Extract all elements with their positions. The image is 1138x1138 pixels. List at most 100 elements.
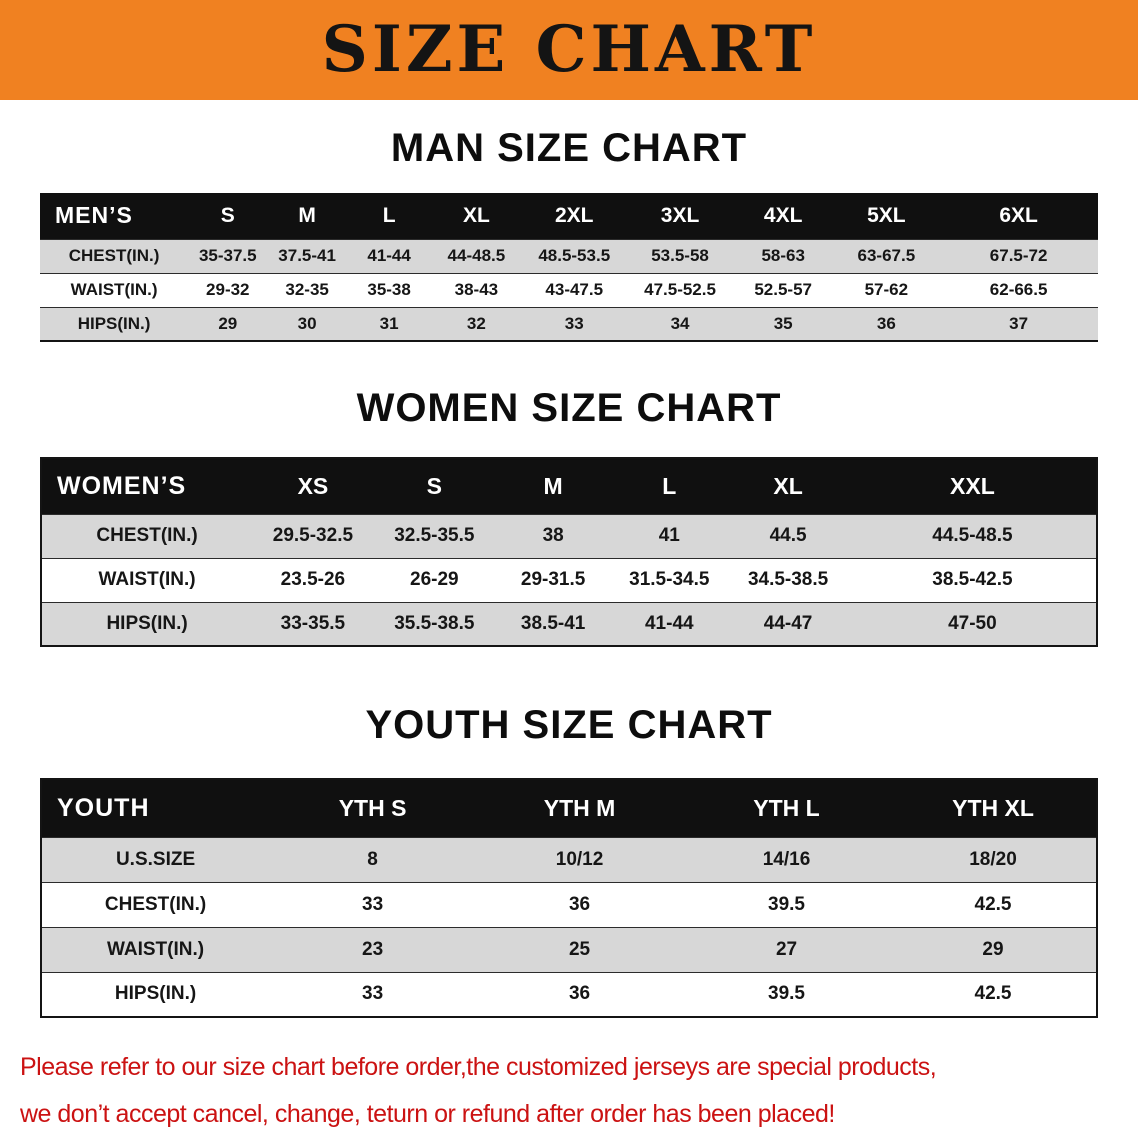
table-cell: 38 [542,525,564,546]
table-cell: 44.5-48.5 [932,525,1013,546]
women-section: WOMEN SIZE CHART WOMEN’S XS S M L XL XXL [40,386,1098,647]
table-cell: 29-31.5 [520,569,586,590]
men-chest-row: CHEST(IN.) 35-37.5 37.5-41 41-44 44-48.5… [40,239,1098,273]
table-cell: 29.5-32.5 [272,525,354,546]
content: MAN SIZE CHART MEN’S S M L XL 2XL 3XL [40,126,1098,1018]
table-cell: 32 [466,313,486,333]
size-column-header: YTH XL [890,779,1097,837]
youth-ussize-row: U.S.SIZE 8 10/12 14/16 18/20 [41,837,1097,882]
youth-hips-row: HIPS(IN.) 33 36 39.5 42.5 [41,972,1097,1017]
table-cell: 44-48.5 [447,246,506,265]
table-cell: 32-35 [285,280,329,299]
youth-table-label: YOUTH [41,779,270,837]
footer-note-line1: Please refer to our size chart before or… [20,1053,937,1081]
table-cell: 31.5-34.5 [629,569,710,590]
size-column-header: M [267,193,347,239]
row-label: U.S.SIZE [115,848,196,870]
size-column-header: 4XL [732,193,834,239]
men-table-label: MEN’S [40,193,189,239]
table-cell: 26-29 [410,569,459,590]
table-cell: 14/16 [762,848,811,870]
youth-waist-row: WAIST(IN.) 23 25 27 29 [41,927,1097,972]
size-column-header: L [611,458,728,514]
row-label: WAIST(IN.) [98,569,196,590]
table-cell: 58-63 [761,246,805,265]
table-cell: 44.5 [769,525,807,546]
footer-note-line2: we don’t accept cancel, change, teturn o… [20,1100,835,1128]
table-cell: 57-62 [864,280,909,299]
table-cell: 41-44 [644,612,694,634]
table-cell: 43-47.5 [545,280,604,299]
table-cell: 33 [564,313,584,333]
table-cell: 34 [670,313,690,333]
size-column-header: 2XL [521,193,628,239]
table-cell: 42.5 [974,893,1012,915]
table-cell: 33-35.5 [280,612,346,634]
table-cell: 36 [568,893,591,915]
row-label: WAIST(IN.) [106,938,205,960]
table-cell: 44-47 [763,612,813,634]
men-size-table: MEN’S S M L XL 2XL 3XL 4XL 5XL 6XL CHEST [40,193,1098,342]
table-cell: 34.5-38.5 [747,569,829,590]
table-cell: 29-32 [206,280,250,299]
size-column-header: YTH M [476,779,684,837]
youth-section: YOUTH SIZE CHART YOUTH YTH S YTH M YTH L… [40,703,1098,1018]
men-section: MAN SIZE CHART MEN’S S M L XL 2XL 3XL [40,126,1098,342]
women-chest-row: CHEST(IN.) 29.5-32.5 32.5-35.5 38 41 44.… [41,514,1097,558]
table-cell: 38.5-41 [520,612,586,634]
size-column-header: YTH L [683,779,890,837]
row-label: CHEST(IN.) [104,893,207,915]
men-header-row: MEN’S S M L XL 2XL 3XL 4XL 5XL 6XL [40,193,1098,239]
size-column-header: M [495,458,612,514]
men-waist-row: WAIST(IN.) 29-32 32-35 35-38 38-43 43-47… [40,273,1098,307]
women-waist-row: WAIST(IN.) 23.5-26 26-29 29-31.5 31.5-34… [41,558,1097,602]
table-cell: 23.5-26 [280,569,346,590]
table-cell: 8 [367,848,378,870]
table-cell: 29 [982,938,1004,960]
table-cell: 35-38 [367,280,411,299]
table-cell: 38-43 [454,280,499,299]
size-column-header: 5XL [833,193,940,239]
size-column-header: 3XL [627,193,733,239]
table-cell: 47.5-52.5 [644,280,716,299]
table-cell: 41 [658,525,680,546]
table-cell: 53.5-58 [651,246,709,265]
table-cell: 38.5-42.5 [932,569,1013,590]
women-header-row: WOMEN’S XS S M L XL XXL [41,458,1097,514]
table-cell: 30 [297,313,317,333]
table-cell: 37 [1009,313,1029,333]
table-cell: 27 [775,938,798,960]
row-label: WAIST(IN.) [70,280,158,299]
table-cell: 42.5 [974,983,1012,1005]
table-cell: 35 [773,313,793,333]
table-cell: 29 [218,313,238,333]
table-cell: 41-44 [367,246,411,265]
men-chart-heading: MAN SIZE CHART [390,126,748,170]
size-column-header: XS [252,458,374,514]
youth-header-row: YOUTH YTH S YTH M YTH L YTH XL [41,779,1097,837]
table-cell: 48.5-53.5 [538,246,611,265]
women-size-table: WOMEN’S XS S M L XL XXL CHEST(IN.) 29.5-… [40,457,1098,647]
youth-chest-row: CHEST(IN.) 33 36 39.5 42.5 [41,882,1097,927]
row-label: HIPS(IN.) [114,983,197,1005]
table-cell: 37.5-41 [278,246,336,265]
size-column-header: S [373,458,496,514]
size-column-header: S [188,193,268,239]
size-column-header: XL [431,193,522,239]
table-cell: 52.5-57 [754,280,813,299]
size-column-header: XL [727,458,849,514]
table-cell: 36 [876,313,896,333]
row-label: HIPS(IN.) [77,313,151,333]
table-cell: 62-66.5 [989,280,1048,299]
women-chart-heading: WOMEN SIZE CHART [356,386,782,430]
table-cell: 36 [568,983,591,1005]
page-title: SIZE CHART [321,12,817,87]
table-cell: 23 [362,938,384,960]
size-column-header: YTH S [269,779,477,837]
size-column-header: XXL [848,458,1097,514]
table-cell: 25 [568,938,591,960]
table-cell: 47-50 [948,612,997,634]
table-cell: 67.5-72 [989,246,1048,265]
size-column-header: 6XL [939,193,1098,239]
